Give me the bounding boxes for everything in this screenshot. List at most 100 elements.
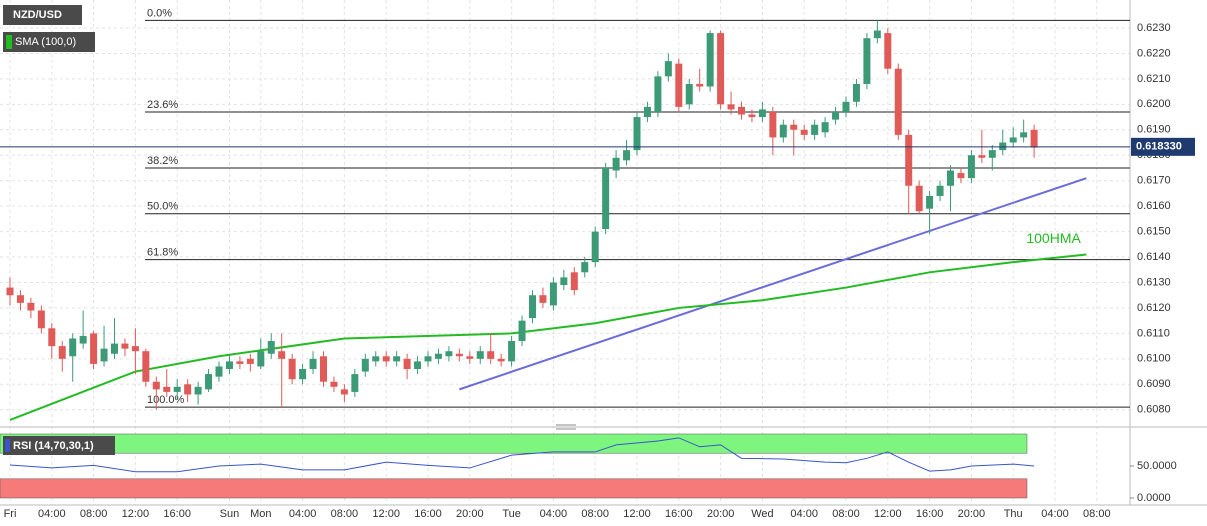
candle-body bbox=[320, 356, 327, 382]
candle-body bbox=[403, 358, 411, 370]
candle-body bbox=[790, 124, 798, 130]
y-tick-label: 0.6110 bbox=[1137, 327, 1170, 339]
candle-body bbox=[643, 106, 651, 118]
candle-body bbox=[142, 351, 150, 382]
candle-body bbox=[121, 343, 129, 349]
sma-annotation: 100HMA bbox=[1026, 230, 1081, 246]
candle-body bbox=[852, 83, 860, 102]
y-tick-label: 0.6220 bbox=[1137, 47, 1171, 59]
candle-body bbox=[863, 38, 871, 84]
candle-body bbox=[664, 61, 672, 77]
candle-body bbox=[685, 83, 693, 105]
candle-body bbox=[884, 33, 892, 69]
candle-body bbox=[361, 358, 369, 372]
candle-body bbox=[194, 386, 202, 395]
candle-body bbox=[225, 361, 233, 370]
x-tick-label: 16:00 bbox=[414, 508, 442, 520]
y-tick-label: 0.6130 bbox=[1137, 276, 1171, 288]
fib-label: 100.0% bbox=[147, 394, 185, 406]
x-tick-label: Tue bbox=[502, 508, 521, 520]
candle-body bbox=[340, 389, 348, 395]
candle-body bbox=[999, 142, 1007, 151]
fib-label: 0.0% bbox=[147, 7, 172, 19]
x-tick-label: 08:00 bbox=[1083, 508, 1111, 520]
indicator-box[interactable] bbox=[3, 32, 95, 52]
candle-body bbox=[967, 155, 975, 179]
candle-body bbox=[288, 358, 296, 380]
indicator-label: SMA (100,0) bbox=[15, 36, 76, 48]
candle-body bbox=[299, 369, 307, 380]
candle-body bbox=[957, 173, 965, 179]
candle-body bbox=[445, 351, 453, 357]
candle-body bbox=[560, 277, 568, 286]
candle-body bbox=[466, 356, 474, 359]
y-tick-label: 0.6140 bbox=[1137, 251, 1171, 263]
x-tick-label: 16:00 bbox=[916, 508, 944, 520]
candle-body bbox=[414, 361, 422, 370]
fib-label: 23.6% bbox=[147, 99, 178, 111]
x-tick-label: 04:00 bbox=[38, 508, 66, 520]
candle-body bbox=[434, 353, 442, 359]
x-tick-label: Mon bbox=[250, 508, 271, 520]
candle-body bbox=[37, 310, 45, 329]
candle-body bbox=[131, 346, 139, 352]
sma-line bbox=[9, 253, 1087, 421]
candle-body bbox=[675, 63, 683, 107]
x-tick-label: 04:00 bbox=[289, 508, 317, 520]
candle-body bbox=[16, 295, 24, 303]
y-tick-label: 0.6150 bbox=[1137, 225, 1171, 237]
candle-body bbox=[6, 287, 14, 296]
symbol-label: NZD/USD bbox=[13, 9, 62, 21]
fib-label: 38.2% bbox=[147, 155, 178, 167]
candle-body bbox=[549, 282, 557, 306]
x-tick-label: 12:00 bbox=[874, 508, 902, 520]
candle-body bbox=[100, 348, 108, 362]
candle-body bbox=[173, 386, 181, 392]
candle-body bbox=[654, 76, 662, 112]
y-tick-label: 0.6230 bbox=[1137, 22, 1171, 34]
candle-body bbox=[246, 358, 254, 364]
candle-body bbox=[539, 295, 547, 303]
last-price-box bbox=[1131, 137, 1195, 156]
candle-body bbox=[926, 195, 934, 209]
x-tick-label: 08:00 bbox=[832, 508, 860, 520]
candle-body bbox=[518, 320, 526, 342]
x-tick-label: 16:00 bbox=[163, 508, 191, 520]
trendline bbox=[459, 177, 1087, 391]
candle-body bbox=[915, 185, 923, 212]
x-tick-label: Thu bbox=[1004, 508, 1023, 520]
candle-body bbox=[1009, 137, 1017, 143]
rsi-box[interactable] bbox=[3, 436, 115, 455]
candle-body bbox=[90, 333, 98, 364]
x-tick-label: 08:00 bbox=[80, 508, 108, 520]
x-tick-label: 08:00 bbox=[581, 508, 609, 520]
x-tick-label: 08:00 bbox=[331, 508, 359, 520]
x-tick-label: Sun bbox=[220, 508, 240, 520]
candle-body bbox=[623, 150, 631, 161]
candle-body bbox=[309, 358, 317, 370]
candle-body bbox=[382, 356, 390, 362]
x-tick-label: Wed bbox=[751, 508, 773, 520]
candle-body bbox=[215, 366, 223, 377]
symbol-box[interactable] bbox=[3, 5, 82, 25]
candle-body bbox=[278, 351, 286, 359]
candle-body bbox=[769, 111, 777, 138]
candle-body bbox=[748, 114, 756, 118]
y-tick-label: 0.6160 bbox=[1137, 200, 1171, 212]
x-tick-label: Fri bbox=[4, 508, 17, 520]
y-tick-label: 0.6210 bbox=[1137, 73, 1171, 85]
candle-body bbox=[424, 356, 432, 362]
candle-body bbox=[842, 101, 850, 112]
candle-body bbox=[184, 384, 192, 395]
candle-body bbox=[947, 170, 954, 186]
candle-body bbox=[779, 124, 787, 138]
candle-body bbox=[988, 150, 996, 158]
candle-body bbox=[905, 134, 913, 186]
x-tick-label: 16:00 bbox=[665, 508, 693, 520]
candle-body bbox=[267, 341, 275, 354]
plot: 0.6080 0.6090 0.6100 0.6110 0.6120 0.6130 0.61… bbox=[0, 7, 1195, 520]
y-tick-label: 0.6120 bbox=[1137, 302, 1171, 314]
rsi-swatch bbox=[5, 439, 10, 452]
